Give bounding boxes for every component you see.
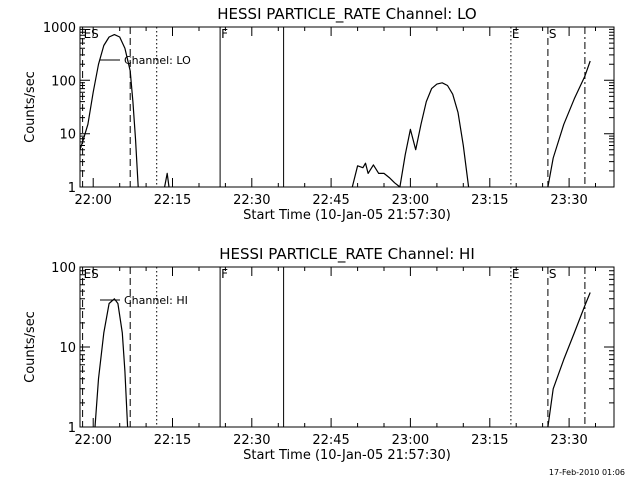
y-tick-label: 100 (51, 74, 76, 89)
x-tick-label: 22:15 (154, 433, 191, 448)
event-marker-label: ES (84, 27, 99, 41)
event-marker-label: E (512, 27, 520, 41)
y-tick-label: 1000 (43, 21, 76, 36)
x-tick-label: 22:00 (74, 433, 111, 448)
chart-title: HESSI PARTICLE_RATE Channel: LO (217, 5, 476, 24)
series-line-segment (547, 292, 591, 428)
x-tick-label: 23:15 (471, 193, 508, 208)
chart-title: HESSI PARTICLE_RATE Channel: HI (219, 245, 475, 264)
x-tick-label: 23:30 (550, 433, 587, 448)
legend-label: Channel: LO (124, 54, 191, 67)
x-tick-label: 23:15 (471, 433, 508, 448)
event-marker-label: S (549, 267, 557, 281)
event-marker-label: F (221, 27, 228, 41)
plot-frame (79, 266, 615, 428)
x-tick-label: 22:30 (233, 193, 270, 208)
series-line-segment (164, 172, 170, 188)
x-tick-label: 23:00 (392, 193, 429, 208)
footer-timestamp: 17-Feb-2010 01:06 (549, 468, 625, 477)
x-axis-label: Start Time (10-Jan-05 21:57:30) (243, 448, 451, 463)
event-marker-label: ES (84, 267, 99, 281)
channel-hi-panel: HESSI PARTICLE_RATE Channel: HI Start Tim… (23, 245, 615, 463)
y-tick-label: 1 (68, 421, 76, 436)
x-tick-label: 22:45 (312, 193, 349, 208)
legend-label: Channel: HI (124, 294, 188, 307)
event-marker-label: S (549, 27, 557, 41)
x-tick-label: 22:45 (312, 433, 349, 448)
series-line-segment (547, 60, 591, 188)
y-tick-label: 1 (68, 181, 76, 196)
series-line-segment (79, 33, 139, 188)
channel-lo-panel: HESSI PARTICLE_RATE Channel: LO Start Tim… (23, 5, 615, 223)
x-tick-label: 23:00 (392, 433, 429, 448)
x-tick-label: 22:30 (233, 433, 270, 448)
event-marker-label: F (221, 267, 228, 281)
x-axis-ticks (92, 27, 596, 187)
x-tick-label: 23:30 (550, 193, 587, 208)
series-line-segment (94, 298, 129, 428)
plot-frame (79, 26, 615, 188)
y-tick-label: 10 (59, 341, 76, 356)
y-axis-label: Counts/sec (23, 311, 38, 383)
x-axis-label: Start Time (10-Jan-05 21:57:30) (243, 208, 451, 223)
y-tick-label: 10 (59, 128, 76, 143)
series-line-segment (351, 82, 470, 188)
x-tick-label: 22:00 (74, 193, 111, 208)
y-tick-label: 100 (51, 261, 76, 276)
event-marker-label: E (512, 267, 520, 281)
x-axis-ticks (92, 267, 596, 427)
y-axis-label: Counts/sec (23, 71, 38, 143)
x-tick-label: 22:15 (154, 193, 191, 208)
